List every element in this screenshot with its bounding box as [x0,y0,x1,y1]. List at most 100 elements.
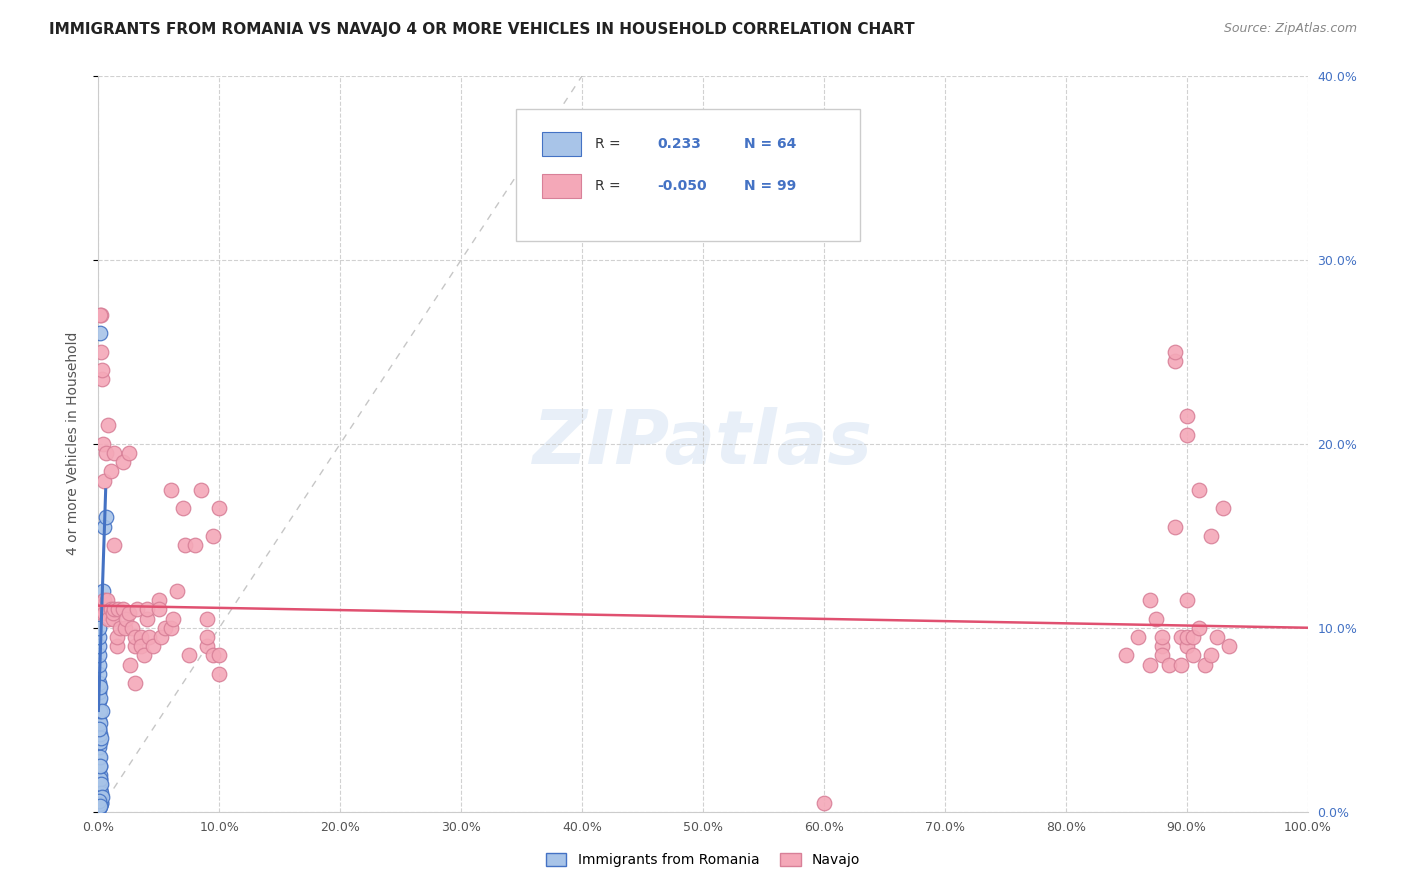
Point [87,713,110,727]
Point [1163,354,1185,368]
FancyBboxPatch shape [543,175,581,198]
Point [1188,621,1211,635]
Text: N = 64: N = 64 [744,137,796,152]
Point [87,768,110,782]
Point [1163,344,1185,359]
Point [89,722,111,736]
Point [87,782,110,797]
Point [134,648,156,663]
Point [195,611,218,625]
Point [162,611,184,625]
Point [1170,657,1192,672]
Text: -0.050: -0.050 [657,179,707,194]
Point [127,602,149,616]
Point [89,790,111,805]
Point [100,464,122,478]
Point [1181,630,1204,644]
Point [89,794,111,808]
Point [89,602,111,616]
Point [87,666,110,681]
Point [89,801,111,815]
Point [87,772,110,786]
Point [87,786,110,800]
Point [87,722,110,736]
Point [202,529,225,543]
Point [87,758,110,772]
Text: IMMIGRANTS FROM ROMANIA VS NAVAJO 4 OR MORE VEHICLES IN HOUSEHOLD CORRELATION CH: IMMIGRANTS FROM ROMANIA VS NAVAJO 4 OR M… [49,22,915,37]
Point [208,666,231,681]
Point [107,602,129,616]
Point [1115,648,1137,663]
Point [1175,427,1198,442]
Point [90,308,112,322]
Point [1181,648,1204,663]
Point [174,538,197,552]
Point [118,446,141,460]
Point [87,648,110,663]
Point [1152,630,1174,644]
Point [813,796,835,810]
Point [208,648,231,663]
Point [89,794,111,808]
Point [1146,611,1168,625]
Point [179,648,201,663]
Point [87,704,110,718]
Point [89,716,111,731]
Text: Source: ZipAtlas.com: Source: ZipAtlas.com [1223,22,1357,36]
Point [91,606,114,620]
Point [138,630,160,644]
Point [89,790,111,805]
Point [129,630,152,644]
Point [1206,630,1229,644]
Point [89,777,111,791]
Point [91,790,114,805]
Point [135,602,157,616]
Text: 0.233: 0.233 [657,137,702,152]
Point [195,630,218,644]
Point [1175,409,1198,424]
Point [87,731,110,746]
Point [1175,630,1198,644]
Point [91,602,114,616]
Point [111,455,134,469]
Point [87,694,110,708]
Point [129,639,152,653]
Point [135,611,157,625]
Point [1152,639,1174,653]
Point [93,519,115,533]
Point [91,704,114,718]
Point [1163,519,1185,533]
Point [208,501,231,516]
Point [87,790,110,805]
Point [97,418,120,433]
Point [1128,630,1150,644]
Point [1212,501,1234,516]
Point [1194,657,1216,672]
Point [97,611,120,625]
Point [153,621,176,635]
Point [101,606,124,620]
Point [108,621,131,635]
Point [90,344,112,359]
Point [87,794,110,808]
Point [1139,593,1161,607]
Point [87,797,110,812]
Point [89,799,111,814]
Point [184,538,207,552]
Point [89,690,111,705]
Point [1170,630,1192,644]
Point [105,639,128,653]
Point [1139,657,1161,672]
Point [89,772,111,786]
Point [96,593,118,607]
Point [121,621,143,635]
Point [89,768,111,782]
FancyBboxPatch shape [516,109,860,242]
Point [118,657,141,672]
Point [150,630,173,644]
Point [172,501,194,516]
Point [89,782,111,797]
Point [94,446,117,460]
Text: ZIPatlas: ZIPatlas [533,408,873,480]
Point [1157,657,1180,672]
